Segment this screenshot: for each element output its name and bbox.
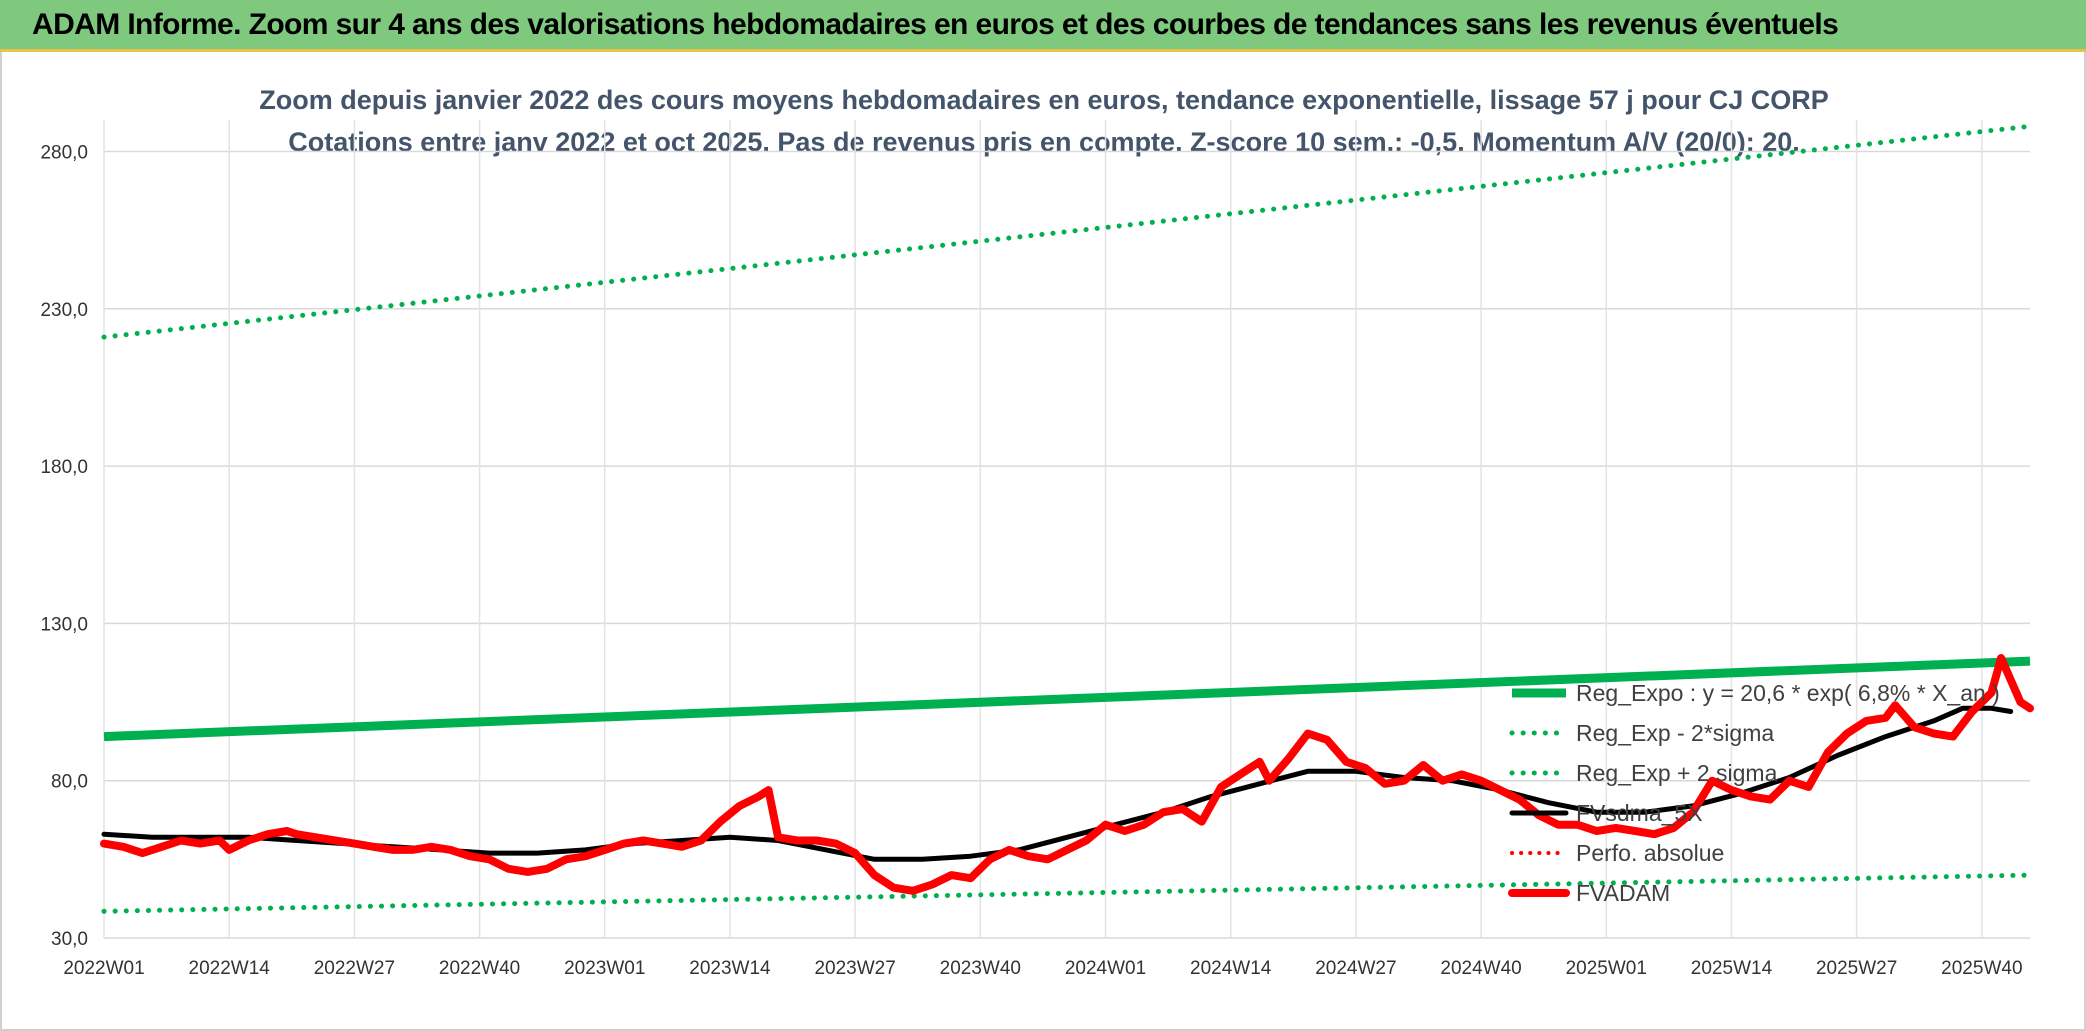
grid — [103, 120, 2030, 939]
x-axis: 2022W01 2022W14 2022W27 2022W40 2023W01 2023W… — [63, 958, 2022, 979]
report-title: ADAM Informe. Zoom sur 4 ans des valoris… — [32, 8, 1839, 41]
x-tick-label: 2022W14 — [189, 958, 271, 979]
x-tick-label: 2022W40 — [439, 958, 520, 979]
legend-label: Reg_Exp + 2 sigma — [1576, 760, 1778, 786]
report-header: ADAM Informe. Zoom sur 4 ans des valoris… — [0, 0, 2086, 52]
x-tick-label: 2023W40 — [940, 958, 1021, 979]
y-tick-label: 80,0 — [51, 772, 88, 793]
chart-subtitle: Cotations entre janv 2022 et oct 2025. P… — [288, 127, 1800, 157]
x-tick-label: 2025W01 — [1566, 958, 1647, 979]
x-tick-label: 2025W14 — [1691, 958, 1773, 979]
y-axis: 30,0 80,0 130,0 180,0 230,0 280,0 — [40, 142, 88, 950]
chart-title: Zoom depuis janvier 2022 des cours moyen… — [259, 85, 1829, 115]
y-tick-label: 180,0 — [40, 457, 88, 478]
legend-label: FVsdma_5X — [1576, 800, 1703, 826]
x-tick-label: 2022W27 — [314, 958, 395, 979]
x-tick-label: 2023W27 — [814, 958, 895, 979]
x-tick-label: 2024W14 — [1190, 958, 1272, 979]
y-tick-label: 280,0 — [40, 142, 88, 163]
legend: Reg_Expo : y = 20,6 * exp( 6,8% * X_an )… — [1508, 680, 2000, 906]
legend-label: Perfo. absolue — [1576, 840, 1724, 866]
legend-label: FVADAM — [1576, 880, 1670, 906]
x-tick-label: 2022W01 — [63, 958, 144, 979]
x-tick-label: 2024W40 — [1440, 958, 1521, 979]
series-line-fvadam — [100, 654, 2034, 895]
x-tick-label: 2023W14 — [689, 958, 771, 979]
y-tick-label: 30,0 — [51, 929, 88, 950]
legend-label: Reg_Expo : y = 20,6 * exp( 6,8% * X_an ) — [1576, 680, 2000, 706]
x-tick-label: 2024W27 — [1315, 958, 1396, 979]
series-layer — [100, 123, 2034, 914]
y-tick-label: 230,0 — [40, 300, 88, 321]
y-tick-label: 130,0 — [40, 614, 88, 635]
series-line-reg-exp-2-sigma — [101, 872, 2033, 914]
legend-label: Reg_Exp - 2*sigma — [1576, 720, 1774, 746]
chart-frame — [0, 52, 2086, 1031]
x-tick-label: 2025W27 — [1816, 958, 1897, 979]
x-tick-label: 2024W01 — [1065, 958, 1146, 979]
x-tick-label: 2025W40 — [1941, 958, 2022, 979]
series-line-reg-expo-y-20-6-exp-6-8-x-an — [103, 656, 2031, 742]
series-line-reg-exp-2-sigma — [101, 123, 2033, 340]
x-tick-label: 2023W01 — [564, 958, 645, 979]
